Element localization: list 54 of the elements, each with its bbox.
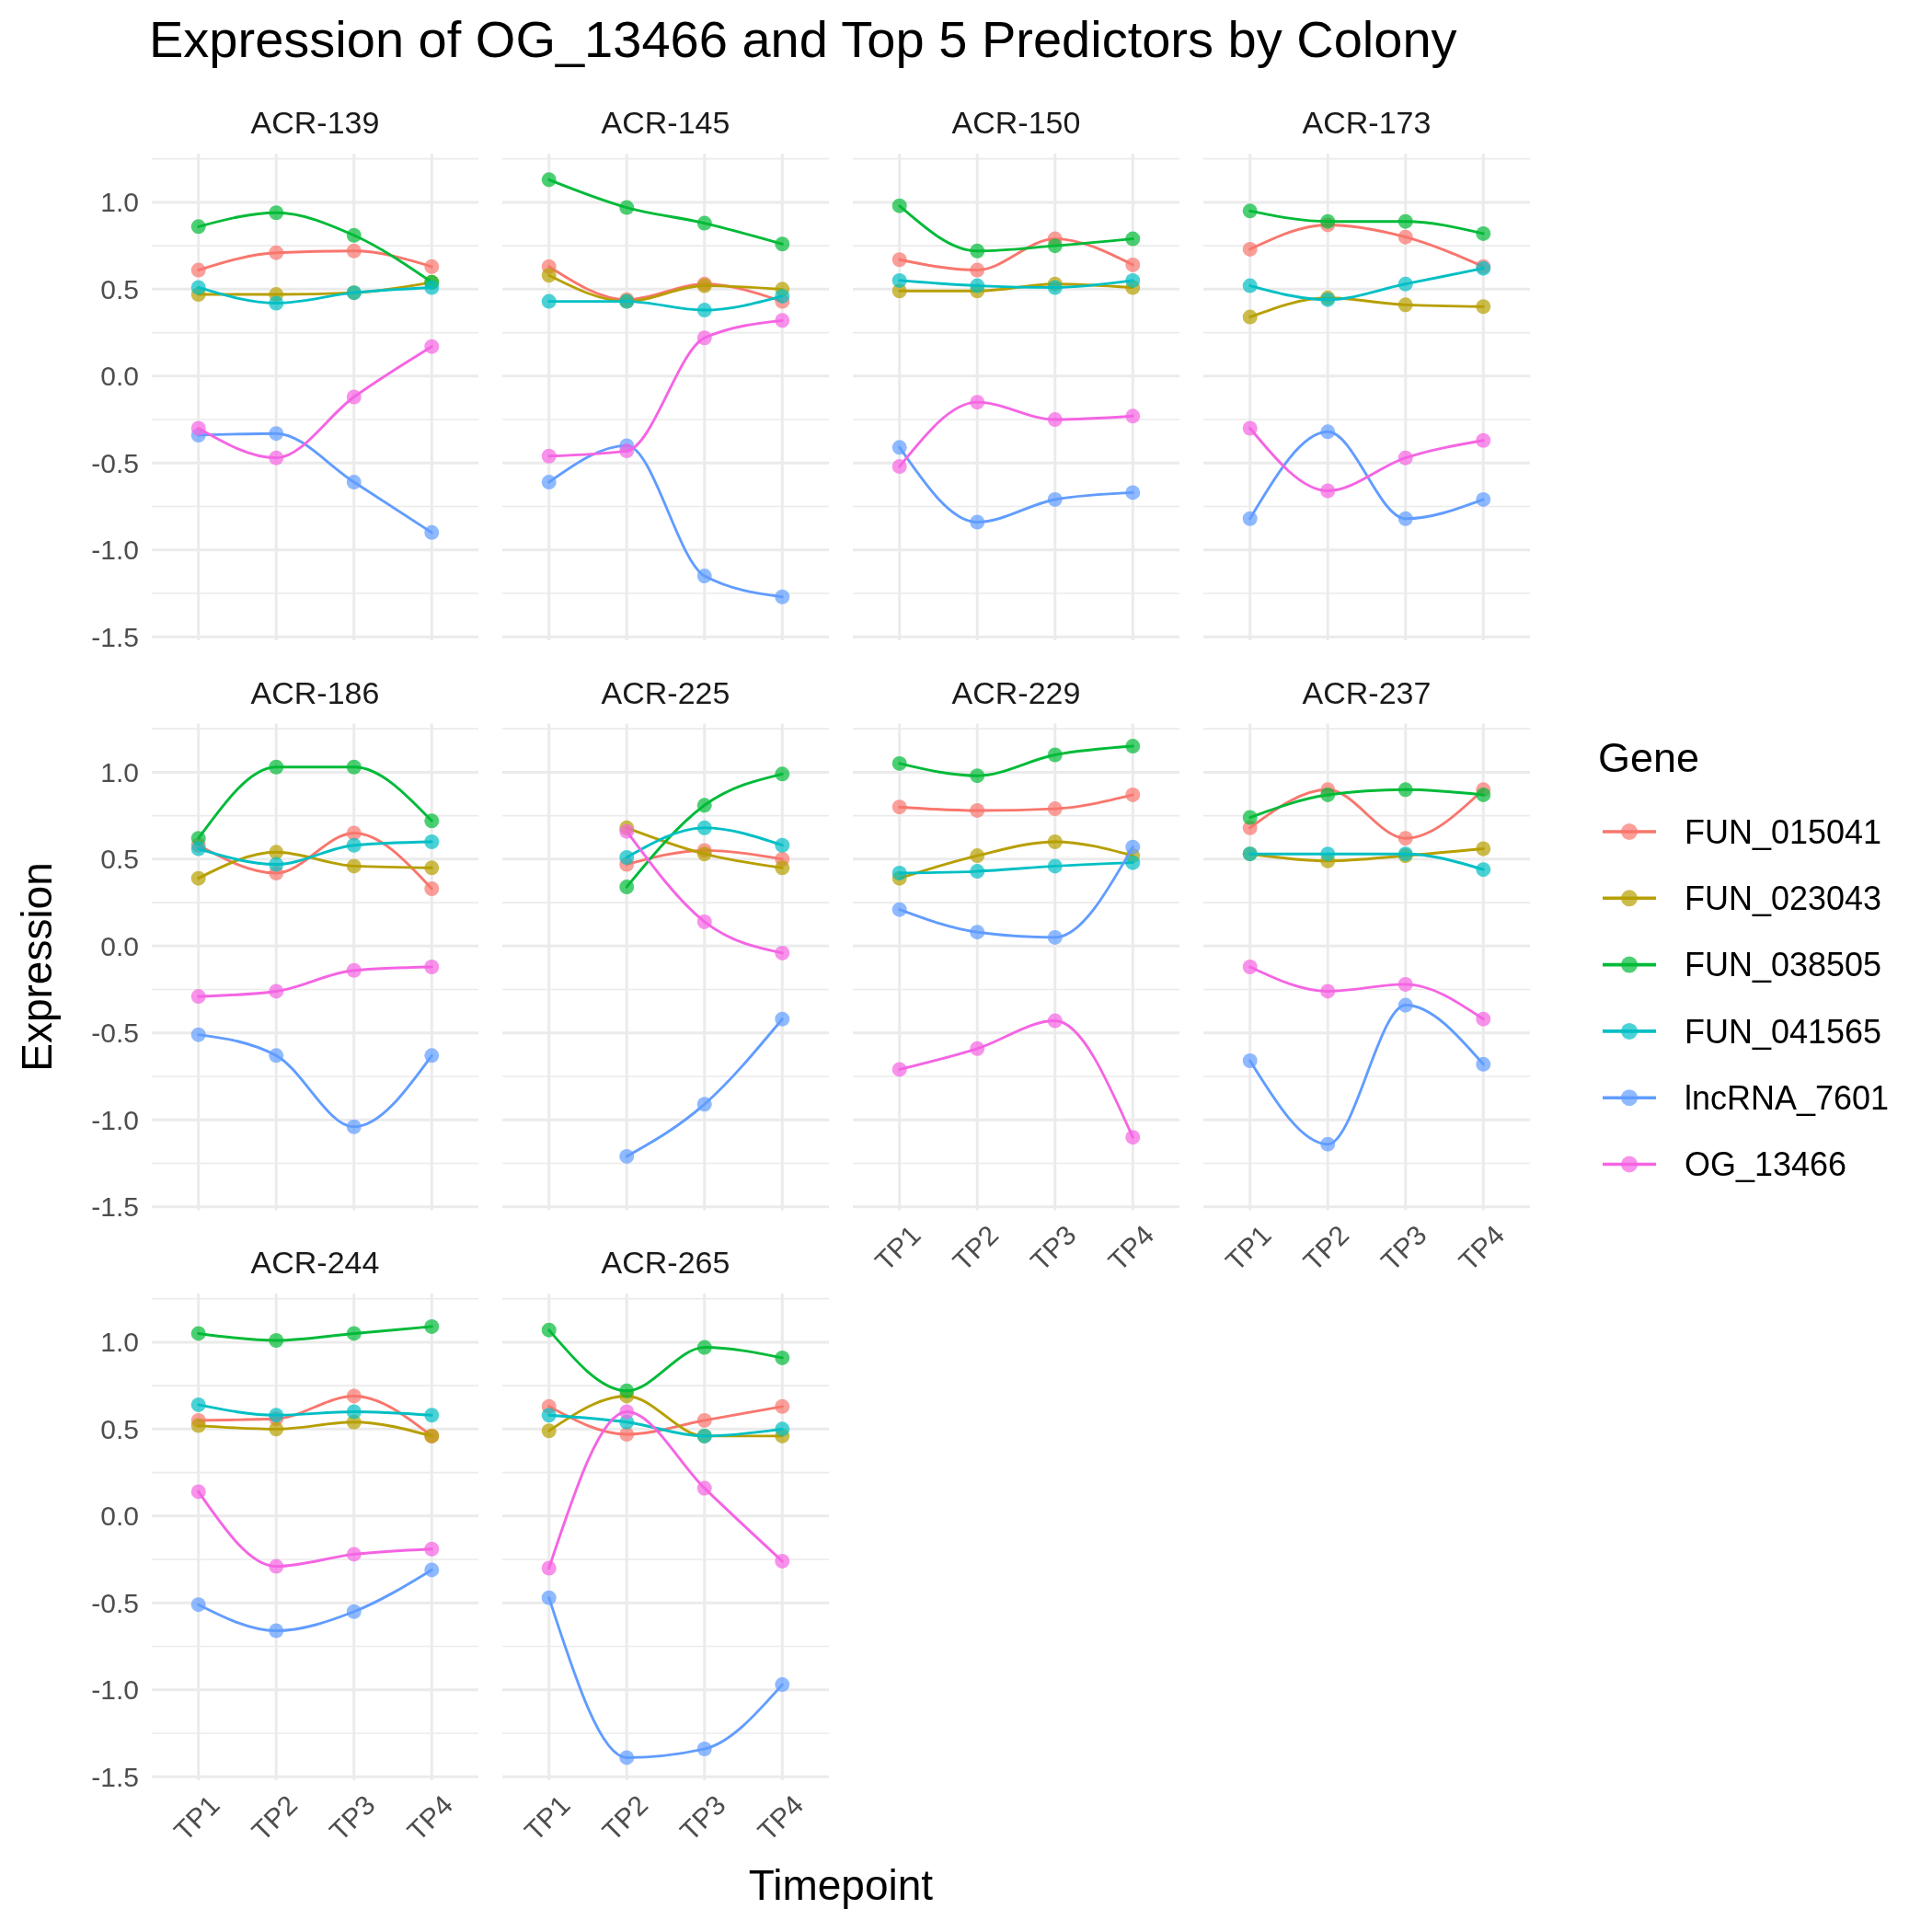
y-tick-label: -1.0	[91, 1104, 139, 1135]
legend-label: FUN_041565	[1685, 1012, 1882, 1051]
y-tick-label: 0.5	[100, 844, 139, 875]
y-tick-label: 0.0	[100, 1501, 139, 1532]
x-tick-label: TP2	[596, 1788, 654, 1846]
chart-subtitle: ACR-225	[601, 674, 730, 710]
legend-label: FUN_015041	[1685, 812, 1882, 851]
y-tick-label: -1.0	[91, 1674, 139, 1706]
legend-label: OG_13466	[1685, 1145, 1847, 1184]
y-tick-label: 0.0	[100, 361, 139, 392]
text: Expression of OG_13466 and Top 5 Predictors by Colony	[149, 10, 1457, 68]
legend-title: Gene	[1598, 734, 1700, 781]
x-tick-label: TP3	[1374, 1219, 1432, 1277]
chart-subtitle: ACR-150	[951, 105, 1081, 140]
chart-subtitle: ACR-139	[250, 105, 380, 140]
y-tick-label: -0.5	[91, 1587, 139, 1618]
x-tick-label: TP4	[401, 1788, 459, 1846]
x-tick-label: TP1	[1219, 1219, 1277, 1277]
x-tick-label: TP4	[1453, 1219, 1511, 1277]
y-tick-label: -1.0	[91, 535, 139, 566]
chart-subtitle: ACR-244	[250, 1245, 380, 1280]
chart-subtitle: ACR-237	[1302, 674, 1432, 710]
x-tick-label: TP2	[1297, 1219, 1355, 1277]
y-tick-label: 1.0	[100, 1327, 139, 1358]
y-tick-label: 0.5	[100, 273, 139, 305]
legend-label: FUN_023043	[1685, 879, 1882, 917]
y-tick-label: -1.5	[91, 1761, 139, 1792]
y-tick-label: -1.5	[91, 621, 139, 652]
y-tick-label: -0.5	[91, 1018, 139, 1049]
x-tick-label: TP1	[167, 1788, 225, 1846]
x-tick-label: TP3	[323, 1788, 381, 1846]
x-tick-label: TP4	[752, 1788, 810, 1846]
y-tick-label: 0.0	[100, 930, 139, 961]
y-tick-label: 1.0	[100, 187, 139, 218]
x-tick-label: TP1	[868, 1219, 926, 1277]
x-tick-label: TP4	[1102, 1219, 1160, 1277]
x-tick-label: TP2	[246, 1788, 304, 1846]
chart-subtitle: ACR-145	[601, 105, 730, 140]
legend-label: FUN_038505	[1685, 946, 1882, 984]
x-tick-label: TP2	[947, 1219, 1005, 1277]
chart-subtitle: ACR-265	[601, 1245, 730, 1280]
x-tick-label: TP1	[518, 1788, 576, 1846]
x-tick-label: TP3	[673, 1788, 731, 1846]
legend-label: lncRNA_7601	[1685, 1078, 1890, 1117]
y-tick-label: 0.5	[100, 1413, 139, 1444]
x-tick-label: TP3	[1024, 1219, 1082, 1277]
y-tick-label: -0.5	[91, 447, 139, 478]
x-axis-title: Timepoint	[748, 1861, 934, 1909]
chart-subtitle: ACR-173	[1302, 105, 1432, 140]
y-tick-label: -1.5	[91, 1191, 139, 1223]
y-tick-label: 1.0	[100, 756, 139, 788]
chart-subtitle: ACR-229	[951, 674, 1081, 710]
y-axis-title: Expression	[13, 862, 61, 1072]
chart-subtitle: ACR-186	[250, 674, 380, 710]
